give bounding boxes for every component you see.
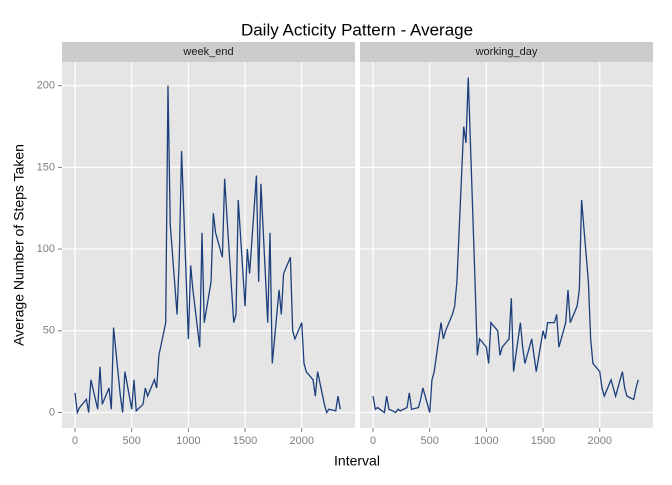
y-tick-label: 50 [43, 325, 55, 337]
x-tick-label: 0 [370, 435, 376, 447]
x-tick-label: 2000 [587, 435, 611, 447]
y-tick-label: 0 [49, 406, 55, 418]
x-tick-label: 1500 [531, 435, 555, 447]
strip-label: working_day [475, 46, 538, 58]
panel [62, 62, 355, 428]
x-tick-label: 0 [72, 435, 78, 447]
panel [360, 62, 653, 428]
x-tick-label: 500 [123, 435, 141, 447]
y-tick-label: 200 [37, 80, 55, 92]
line [372, 77, 639, 414]
y-axis-label: Average Number of Steps Taken [11, 144, 27, 346]
y-tick-label: 100 [37, 243, 55, 255]
strip-label: week_end [182, 46, 233, 58]
x-tick-label: 2000 [289, 435, 313, 447]
x-tick-label: 1000 [474, 435, 498, 447]
chart-title: Daily Acticity Pattern - Average [241, 20, 473, 39]
x-tick-label: 500 [421, 435, 439, 447]
x-tick-label: 1000 [176, 435, 200, 447]
x-axis-label: Interval [334, 453, 380, 469]
y-tick-label: 150 [37, 161, 55, 173]
x-tick-label: 1500 [233, 435, 257, 447]
strip [360, 42, 653, 62]
line [74, 85, 341, 415]
strip [62, 42, 355, 62]
